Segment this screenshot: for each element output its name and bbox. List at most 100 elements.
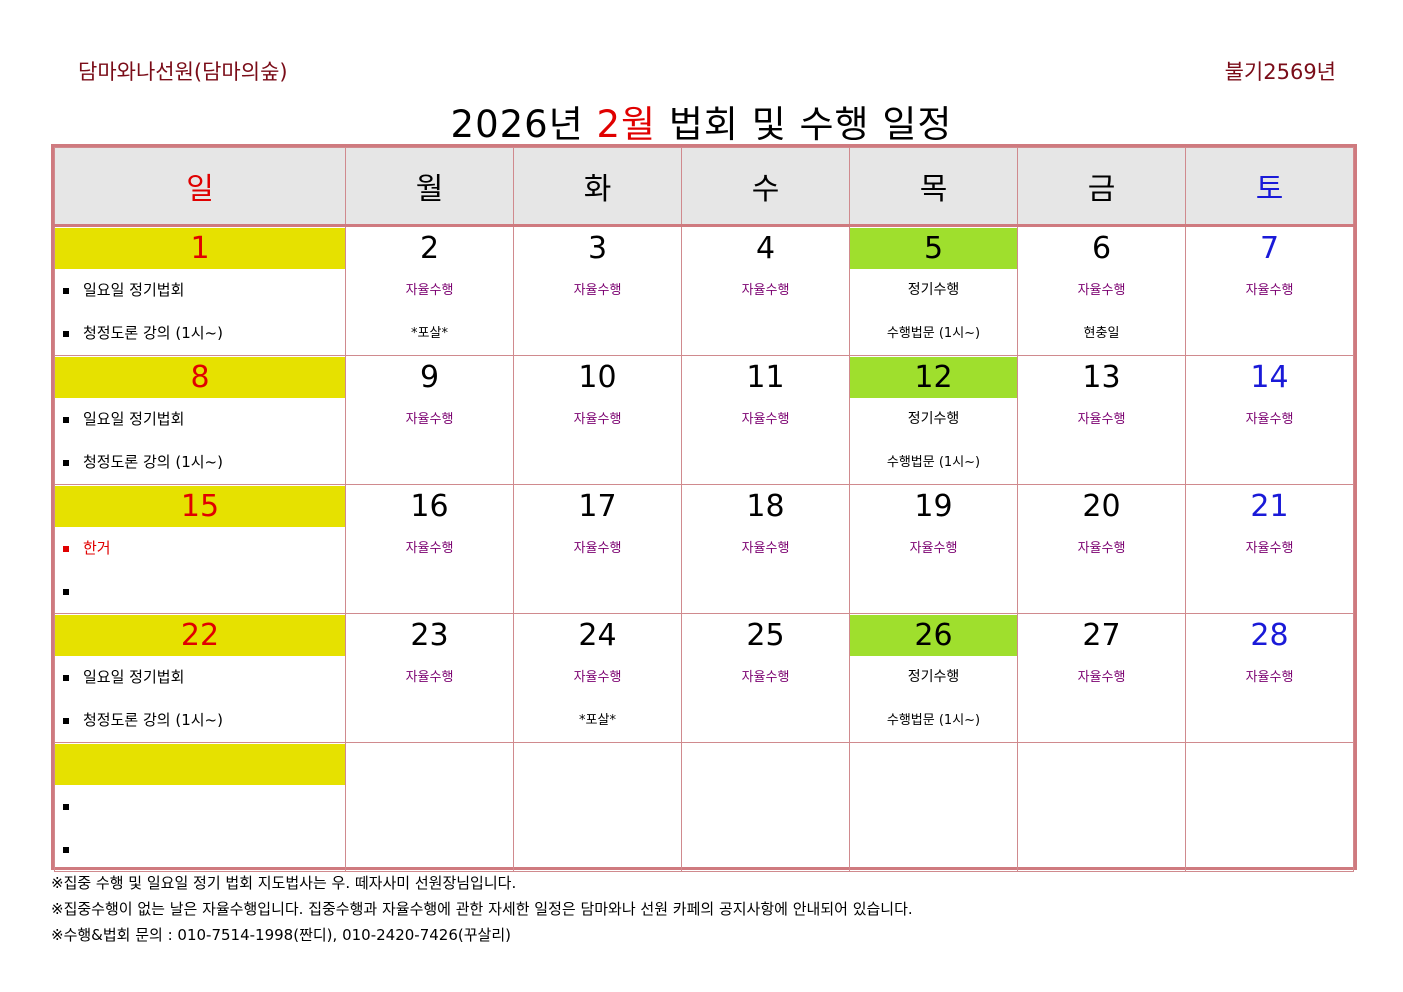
event-note: 수행법문 (1시~) xyxy=(886,326,981,341)
event-label: 자율수행 xyxy=(573,412,622,427)
bullet-icon xyxy=(63,717,69,724)
day-number: 12 xyxy=(850,357,1017,398)
day-number: 1 xyxy=(55,228,345,269)
event-label: 자율수행 xyxy=(405,283,454,298)
event-note xyxy=(682,441,849,484)
day-number: 20 xyxy=(1082,489,1121,524)
event-label: 자율수행 xyxy=(1245,541,1294,556)
day-number: 7 xyxy=(1259,231,1280,266)
day-cell-wed: 18 자율수행 xyxy=(681,484,850,614)
day-cell-thu: 5 정기수행 수행법문 (1시~) xyxy=(849,225,1018,356)
page-title: 2026년 2월 법회 및 수행 일정 xyxy=(450,103,953,146)
day-cell-tue: 24 자율수행 *포살* xyxy=(513,613,682,743)
bullet-icon xyxy=(63,287,69,294)
event-label: 자율수행 xyxy=(573,541,622,556)
week-row: 1 일요일 정기법회 청정도론 강의 (1시~) 2 자율수행 *포살* 3 자… xyxy=(54,225,1354,356)
day-number: 8 xyxy=(55,357,345,398)
day-cell-tue: 3 자율수행 xyxy=(513,225,682,356)
event-note xyxy=(346,441,513,484)
day-cell-sat: 7 자율수행 xyxy=(1185,225,1354,356)
week-row: 15 한거 16 자율수행 17 자율수행 18 자율수행 19 자율수행 20… xyxy=(54,484,1354,614)
day-cell-fri xyxy=(1017,742,1186,872)
day-number: 22 xyxy=(55,615,345,656)
day-number: 17 xyxy=(578,489,617,524)
bullet-icon xyxy=(63,588,69,595)
event-item: 일요일 정기법회 xyxy=(55,269,345,312)
event-label: 자율수행 xyxy=(405,670,454,685)
day-cell-sun: 22 일요일 정기법회 청정도론 강의 (1시~) xyxy=(54,613,346,743)
event-item: 일요일 정기법회 xyxy=(55,656,345,699)
weekday-sat: 토 xyxy=(1185,147,1354,227)
day-cell-fri: 20 자율수행 xyxy=(1017,484,1186,614)
day-number: 13 xyxy=(1082,360,1121,395)
day-number: 27 xyxy=(1082,618,1121,653)
day-cell-sat xyxy=(1185,742,1354,872)
day-cell-thu: 26 정기수행 수행법문 (1시~) xyxy=(849,613,1018,743)
event-item: 일요일 정기법회 xyxy=(55,398,345,441)
day-cell-mon: 23 자율수행 xyxy=(345,613,514,743)
weekday-fri: 금 xyxy=(1017,147,1186,227)
event-label: 자율수행 xyxy=(573,670,622,685)
day-cell-wed: 11 자율수행 xyxy=(681,355,850,485)
day-cell-thu xyxy=(849,742,1018,872)
bullet-icon xyxy=(63,545,69,552)
day-number: 21 xyxy=(1250,489,1289,524)
calendar-table: 일 월 화 수 목 금 토 1 일요일 정기법회 청정도론 강의 (1시~) 2… xyxy=(54,147,1354,872)
event-note: 수행법문 (1시~) xyxy=(886,713,981,728)
event-label: 자율수행 xyxy=(741,541,790,556)
event-label: 자율수행 xyxy=(1077,541,1126,556)
day-cell-wed: 4 자율수행 xyxy=(681,225,850,356)
event-label: 자율수행 xyxy=(573,283,622,298)
org-name: 담마와나선원(담마의숲) xyxy=(78,60,288,84)
day-number: 11 xyxy=(746,360,785,395)
day-cell-wed xyxy=(681,742,850,872)
day-cell-thu: 19 자율수행 xyxy=(849,484,1018,614)
day-cell-sat: 28 자율수행 xyxy=(1185,613,1354,743)
event-note: *포살* xyxy=(579,713,616,728)
day-cell-tue: 10 자율수행 xyxy=(513,355,682,485)
day-number: 14 xyxy=(1250,360,1289,395)
day-cell-sun: 8 일요일 정기법회 청정도론 강의 (1시~) xyxy=(54,355,346,485)
day-cell-tue xyxy=(513,742,682,872)
calendar: 일 월 화 수 목 금 토 1 일요일 정기법회 청정도론 강의 (1시~) 2… xyxy=(51,144,1357,872)
event-note xyxy=(514,312,681,355)
event-item: 청정도론 강의 (1시~) xyxy=(55,699,345,742)
week-row: 22 일요일 정기법회 청정도론 강의 (1시~) 23 자율수행 24 자율수… xyxy=(54,613,1354,743)
day-number: 18 xyxy=(746,489,785,524)
event-item xyxy=(55,785,345,828)
event-note: 현충일 xyxy=(1083,326,1120,341)
day-number: 23 xyxy=(410,618,449,653)
event-note xyxy=(1186,570,1353,613)
bullet-icon xyxy=(63,330,69,337)
event-label: 자율수행 xyxy=(405,412,454,427)
weekday-mon: 월 xyxy=(345,147,514,227)
event-label: 자율수행 xyxy=(405,541,454,556)
event-note xyxy=(514,570,681,613)
day-number: 28 xyxy=(1250,618,1289,653)
event-note xyxy=(1018,699,1185,742)
bullet-icon xyxy=(63,846,69,853)
day-cell-tue: 17 자율수행 xyxy=(513,484,682,614)
day-number: 2 xyxy=(419,231,440,266)
day-cell-mon xyxy=(345,742,514,872)
event-note xyxy=(1186,441,1353,484)
event-note: 수행법문 (1시~) xyxy=(886,455,981,470)
day-cell-sat: 21 자율수행 xyxy=(1185,484,1354,614)
bullet-icon xyxy=(63,459,69,466)
event-label: 자율수행 xyxy=(1077,670,1126,685)
weekday-header: 일 월 화 수 목 금 토 xyxy=(54,147,1354,227)
day-number: 19 xyxy=(914,489,953,524)
footer-note-1: ※집중 수행 및 일요일 정기 법회 지도법사는 우. 떼자사미 선원장님입니다… xyxy=(51,874,517,892)
day-number: 15 xyxy=(55,486,345,527)
day-cell-wed: 25 자율수행 xyxy=(681,613,850,743)
weekday-sun: 일 xyxy=(54,147,346,227)
event-label: 자율수행 xyxy=(1245,412,1294,427)
week-row: 8 일요일 정기법회 청정도론 강의 (1시~) 9 자율수행 10 자율수행 … xyxy=(54,355,1354,485)
event-item xyxy=(55,570,345,613)
title-month: 2월 xyxy=(596,103,657,146)
day-cell-fri: 27 자율수행 xyxy=(1017,613,1186,743)
event-label: 자율수행 xyxy=(1245,670,1294,685)
bullet-icon xyxy=(63,416,69,423)
bullet-icon xyxy=(63,803,69,810)
event-note xyxy=(682,312,849,355)
